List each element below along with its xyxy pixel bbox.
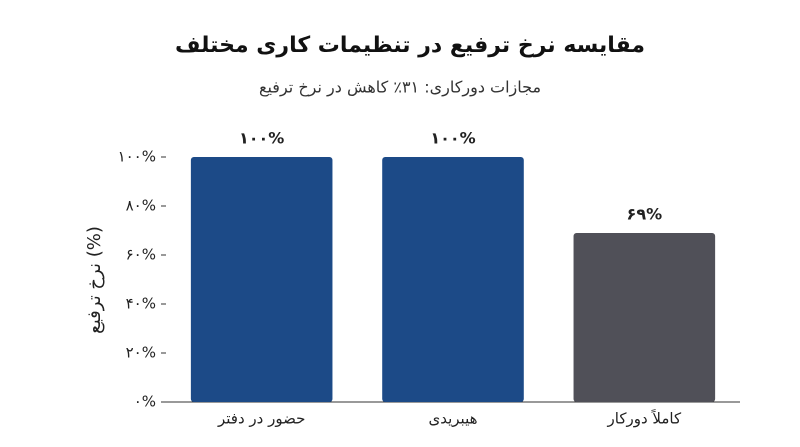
y-tick-label: ۱۰۰%	[118, 148, 156, 166]
y-axis-label: نرخ ترفیع (%)	[84, 226, 105, 334]
value-label: ۶۹%	[627, 204, 663, 223]
chart-title: مقایسه نرخ ترفیع در تنظیمات کاری مختلف	[175, 33, 645, 58]
y-tick-label: ۸۰%	[126, 197, 156, 215]
y-tick-label: ۶۰%	[126, 246, 156, 264]
value-label: ۱۰۰%	[430, 129, 475, 148]
y-tick-label: ۲۰%	[126, 344, 156, 362]
bar	[573, 232, 716, 402]
y-tick-label: ۰%	[134, 393, 156, 411]
x-tick-label: کاملاً دورکار	[607, 408, 682, 427]
value-label: ۱۰۰%	[239, 129, 284, 148]
x-tick-label: حضور در دفتر	[217, 410, 305, 428]
y-tick-label: ۴۰%	[126, 295, 156, 313]
bar	[190, 157, 333, 402]
chart-subtitle: مجازات دورکاری: ۳۱٪ کاهش در نرخ ترفیع	[259, 78, 541, 98]
bar	[382, 157, 524, 402]
x-tick-label: هیبریدی	[428, 410, 477, 428]
